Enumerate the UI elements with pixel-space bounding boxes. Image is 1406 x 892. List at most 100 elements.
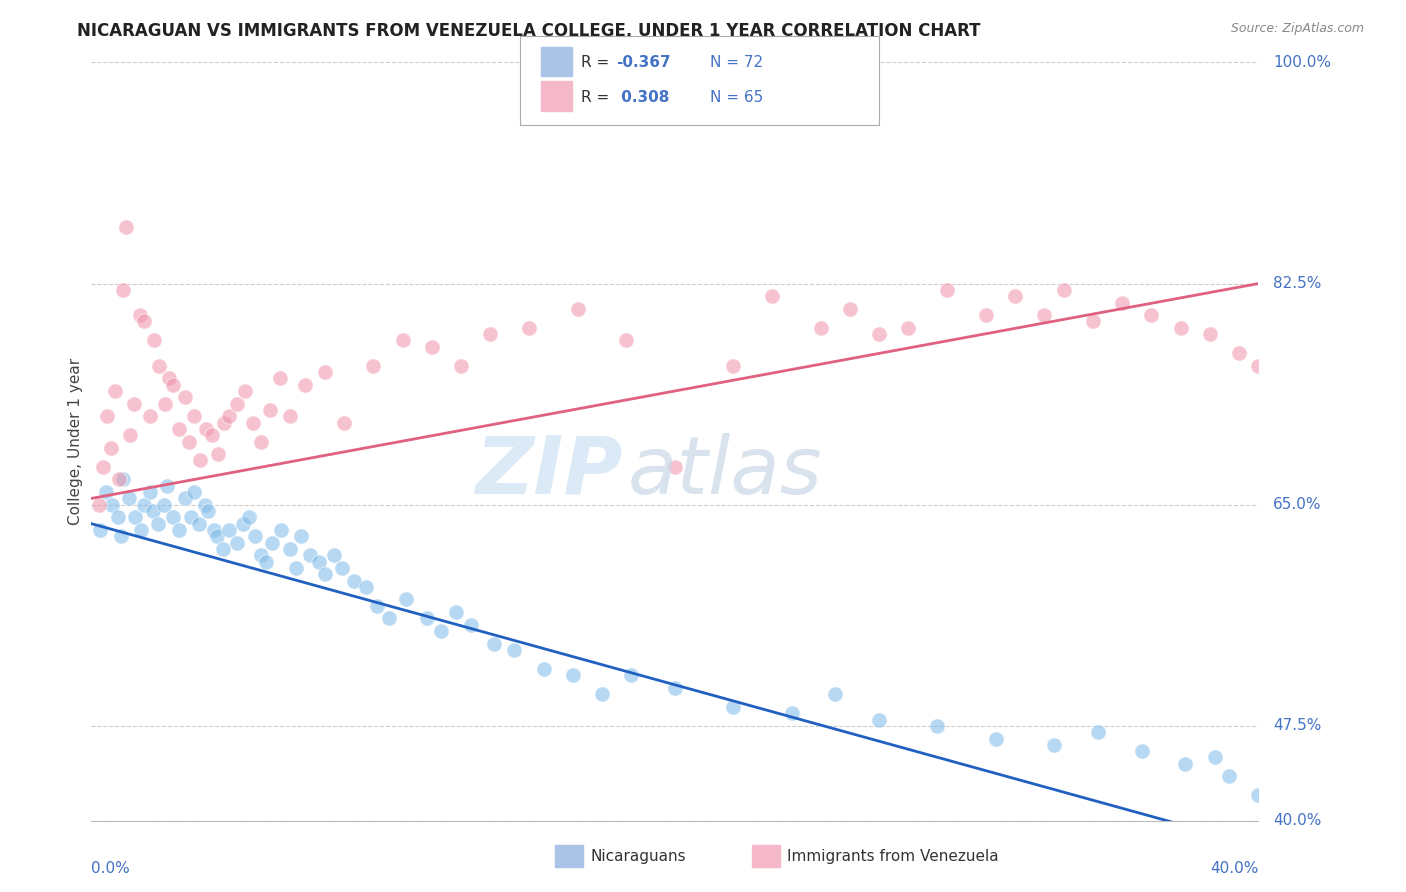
Point: [838, 301, 860, 316]
Point: [142, 334, 165, 348]
Point: [290, 529, 312, 543]
Point: [322, 548, 344, 563]
Point: [897, 321, 920, 335]
Point: [167, 523, 190, 537]
Text: 0.0%: 0.0%: [91, 861, 131, 876]
Point: [1174, 756, 1197, 771]
Point: [1053, 283, 1076, 297]
Point: [333, 416, 356, 430]
Point: [122, 396, 145, 410]
Point: [218, 409, 240, 424]
Point: [460, 617, 482, 632]
Point: [129, 308, 152, 322]
Text: 82.5%: 82.5%: [1272, 277, 1322, 291]
Point: [180, 510, 202, 524]
Point: [107, 510, 129, 524]
Point: [89, 498, 111, 512]
Point: [104, 384, 127, 398]
Point: [110, 529, 132, 543]
Point: [183, 485, 205, 500]
Point: [723, 359, 745, 373]
Point: [1081, 314, 1104, 328]
Point: [120, 428, 142, 442]
Point: [664, 681, 686, 695]
Point: [482, 637, 505, 651]
Point: [233, 384, 256, 398]
Text: Source: ZipAtlas.com: Source: ZipAtlas.com: [1230, 22, 1364, 36]
Point: [132, 314, 155, 328]
Point: [153, 498, 176, 512]
Point: [115, 219, 138, 234]
Point: [238, 510, 260, 524]
Point: [226, 535, 249, 549]
Point: [664, 459, 686, 474]
Point: [284, 561, 307, 575]
Point: [1247, 359, 1270, 373]
Point: [129, 523, 152, 537]
Point: [207, 447, 229, 461]
Point: [205, 529, 228, 543]
Point: [1218, 769, 1240, 783]
Point: [101, 498, 124, 512]
Point: [211, 541, 233, 556]
Point: [148, 359, 170, 373]
Point: [96, 409, 118, 424]
Point: [614, 334, 637, 348]
Text: -0.367: -0.367: [616, 55, 671, 70]
Point: [420, 340, 443, 354]
Point: [278, 541, 301, 556]
Point: [416, 611, 439, 625]
Point: [202, 523, 225, 537]
Point: [173, 390, 195, 404]
Text: N = 72: N = 72: [710, 55, 763, 70]
Text: 100.0%: 100.0%: [1272, 55, 1331, 70]
Point: [124, 510, 146, 524]
Point: [256, 555, 278, 569]
Point: [194, 498, 217, 512]
Point: [1033, 308, 1056, 322]
Point: [138, 409, 162, 424]
Point: [243, 529, 266, 543]
Point: [308, 555, 330, 569]
Point: [1227, 346, 1250, 360]
Point: [620, 668, 643, 682]
Point: [195, 422, 218, 436]
Point: [561, 668, 583, 682]
Point: [100, 441, 122, 455]
Text: ZIP: ZIP: [475, 433, 623, 511]
Point: [450, 359, 472, 373]
Text: 0.308: 0.308: [616, 90, 669, 105]
Point: [363, 359, 385, 373]
Point: [444, 605, 467, 619]
Point: [262, 535, 284, 549]
Point: [479, 327, 502, 342]
Point: [1130, 744, 1153, 758]
Point: [533, 662, 555, 676]
Text: NICARAGUAN VS IMMIGRANTS FROM VENEZUELA COLLEGE, UNDER 1 YEAR CORRELATION CHART: NICARAGUAN VS IMMIGRANTS FROM VENEZUELA …: [77, 22, 981, 40]
Point: [269, 371, 291, 385]
Point: [173, 491, 195, 506]
Point: [162, 377, 184, 392]
Point: [294, 377, 316, 392]
Point: [278, 409, 301, 424]
Point: [810, 321, 832, 335]
Point: [430, 624, 453, 639]
Point: [974, 308, 997, 322]
Point: [259, 403, 281, 417]
Point: [1170, 321, 1192, 335]
Point: [156, 479, 179, 493]
Point: [1198, 327, 1220, 342]
Point: [89, 523, 111, 537]
Point: [177, 434, 200, 449]
Point: [218, 523, 240, 537]
Point: [183, 409, 205, 424]
Point: [270, 523, 292, 537]
Point: [395, 592, 418, 607]
Point: [118, 491, 141, 506]
Point: [366, 599, 388, 613]
Point: [378, 611, 401, 625]
Point: [391, 334, 413, 348]
Point: [1087, 725, 1109, 739]
Point: [984, 731, 1007, 746]
Point: [138, 485, 162, 500]
